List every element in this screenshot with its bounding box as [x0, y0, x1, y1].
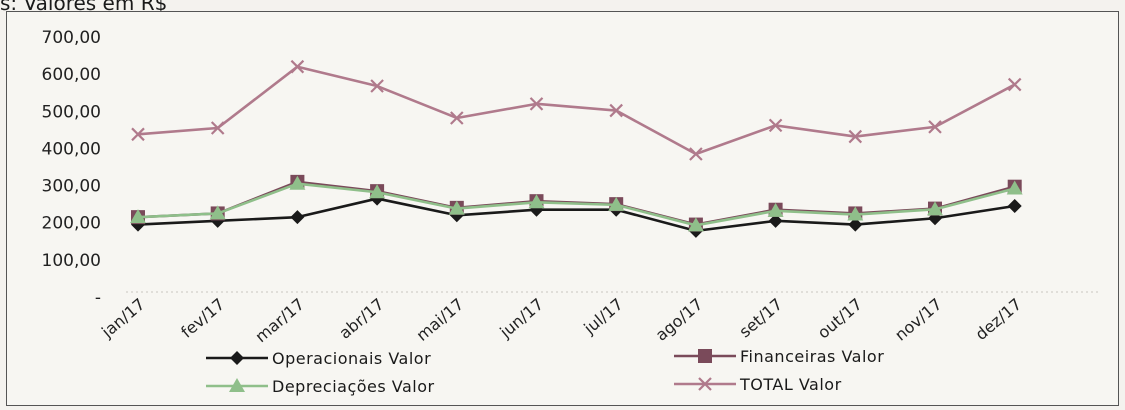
y-tick-label: 200,00 — [42, 214, 101, 234]
data-point — [130, 209, 146, 224]
data-point — [768, 118, 783, 133]
y-tick-label: 400,00 — [42, 139, 101, 159]
series-operacionais-valor — [131, 191, 1022, 238]
data-point — [1007, 199, 1022, 213]
legend-item: Depreciações Valor — [206, 377, 435, 396]
data-point — [608, 196, 625, 211]
data-point — [609, 103, 623, 118]
data-point — [767, 202, 784, 217]
y-tick-label: - — [95, 288, 101, 308]
x-tick-label: nov/17 — [891, 295, 945, 345]
x-tick-label: jan/17 — [97, 295, 148, 342]
data-point — [698, 349, 712, 363]
data-point — [529, 97, 544, 111]
data-point — [290, 210, 305, 225]
legend-label: Operacionais Valor — [272, 349, 431, 368]
data-point — [698, 377, 712, 391]
x-tick-label: out/17 — [814, 295, 866, 343]
data-point — [131, 127, 145, 142]
x-axis: jan/17 fev/17 mar/17 abr/17 mai/17 jun/17 jul/… — [97, 291, 1100, 347]
data-point — [689, 147, 703, 161]
data-point — [230, 351, 244, 365]
series-line — [137, 65, 1016, 156]
x-tick-label: ago/17 — [652, 295, 707, 345]
x-tick-label: dez/17 — [972, 295, 1026, 344]
data-point — [290, 59, 305, 74]
x-tick-label: set/17 — [736, 295, 787, 342]
data-point — [848, 217, 863, 232]
legend: Operacionais Valor Financeiras Valor Depre… — [206, 347, 884, 396]
x-tick-label: mai/17 — [413, 295, 468, 345]
data-point — [768, 213, 783, 228]
x-tick-label: jul/17 — [579, 295, 626, 339]
legend-label: Depreciações Valor — [272, 377, 435, 396]
y-tick-label: 600,00 — [42, 65, 101, 85]
legend-item: Operacionais Valor — [206, 349, 431, 368]
x-tick-label: fev/17 — [177, 295, 228, 342]
data-point — [289, 175, 306, 190]
data-point — [450, 111, 464, 125]
y-tick-label: 700,00 — [42, 28, 101, 48]
y-tick-label: 300,00 — [42, 177, 101, 197]
x-tick-label: mar/17 — [252, 295, 308, 347]
data-point — [1007, 77, 1022, 92]
data-point — [448, 200, 465, 215]
data-point — [847, 206, 864, 221]
data-point — [210, 121, 225, 135]
data-point — [229, 378, 245, 392]
data-point — [927, 201, 943, 216]
legend-item: Financeiras Valor — [674, 347, 884, 366]
series-total-valor — [131, 59, 1022, 161]
legend-item: TOTAL Valor — [674, 375, 842, 394]
data-point — [369, 184, 386, 199]
legend-label: Financeiras Valor — [740, 347, 884, 366]
y-tick-label: 100,00 — [42, 251, 101, 271]
data-point — [1006, 180, 1023, 195]
data-point — [928, 120, 942, 134]
x-tick-label: abr/17 — [335, 295, 387, 343]
y-axis: - 100,00 200,00 300,00 400,00 500,00 600,00 700… — [42, 28, 101, 308]
series-line — [137, 197, 1015, 233]
data-point — [370, 79, 384, 93]
data-point — [209, 205, 226, 220]
data-point — [528, 194, 545, 209]
data-point — [687, 217, 704, 232]
series-lines — [130, 59, 1023, 238]
series-line — [137, 182, 1016, 227]
series-deprecia-es-valor — [130, 175, 1023, 232]
legend-label: TOTAL Valor — [739, 375, 842, 394]
x-tick-label: jun/17 — [495, 295, 547, 343]
y-tick-label: 500,00 — [42, 102, 101, 122]
data-point — [848, 129, 863, 144]
